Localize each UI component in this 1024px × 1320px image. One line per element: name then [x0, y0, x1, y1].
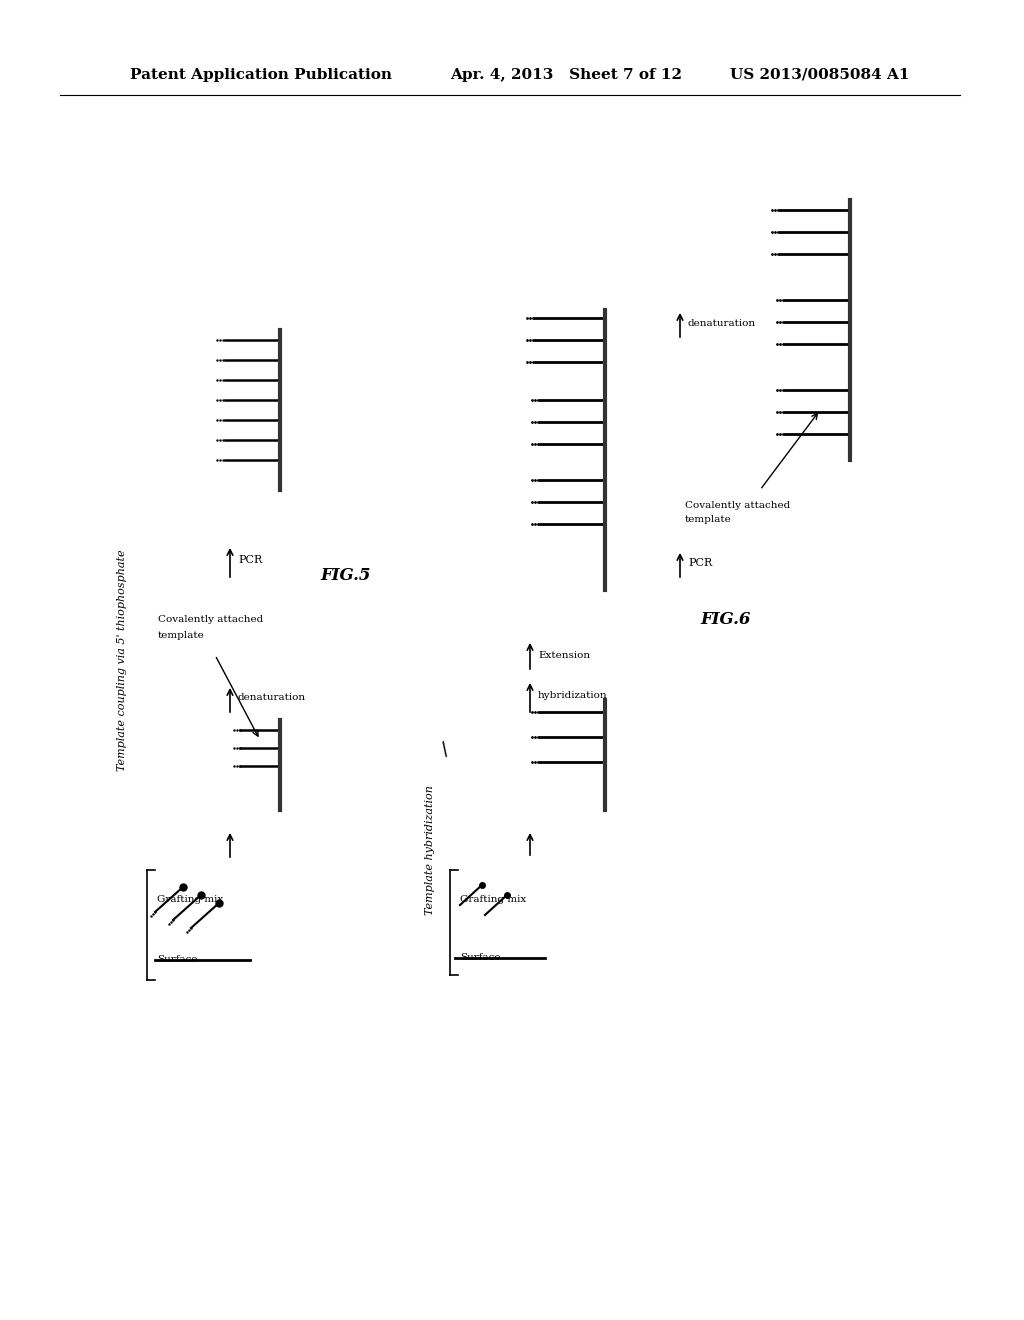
Text: FIG.6: FIG.6: [700, 611, 751, 628]
Text: US 2013/0085084 A1: US 2013/0085084 A1: [730, 69, 909, 82]
Text: PCR: PCR: [688, 558, 713, 568]
Text: Apr. 4, 2013   Sheet 7 of 12: Apr. 4, 2013 Sheet 7 of 12: [450, 69, 682, 82]
Text: denaturation: denaturation: [238, 693, 306, 702]
Text: Grafting mix: Grafting mix: [157, 895, 223, 904]
Text: Extension: Extension: [538, 651, 590, 660]
Text: Covalently attached: Covalently attached: [685, 500, 791, 510]
Text: PCR: PCR: [238, 554, 262, 565]
Text: template: template: [685, 516, 732, 524]
Text: FIG.5: FIG.5: [319, 566, 371, 583]
Text: Covalently attached: Covalently attached: [158, 615, 263, 624]
Text: denaturation: denaturation: [688, 318, 756, 327]
Text: template: template: [158, 631, 205, 639]
Text: hybridization: hybridization: [538, 690, 607, 700]
Text: Surface: Surface: [460, 953, 501, 962]
Text: Patent Application Publication: Patent Application Publication: [130, 69, 392, 82]
Text: Surface: Surface: [157, 956, 198, 965]
Text: Grafting mix: Grafting mix: [460, 895, 526, 904]
Text: /: /: [438, 741, 453, 759]
Text: Template coupling via 5' thiophosphate: Template coupling via 5' thiophosphate: [117, 549, 127, 771]
Text: Template hybridization: Template hybridization: [425, 785, 435, 915]
